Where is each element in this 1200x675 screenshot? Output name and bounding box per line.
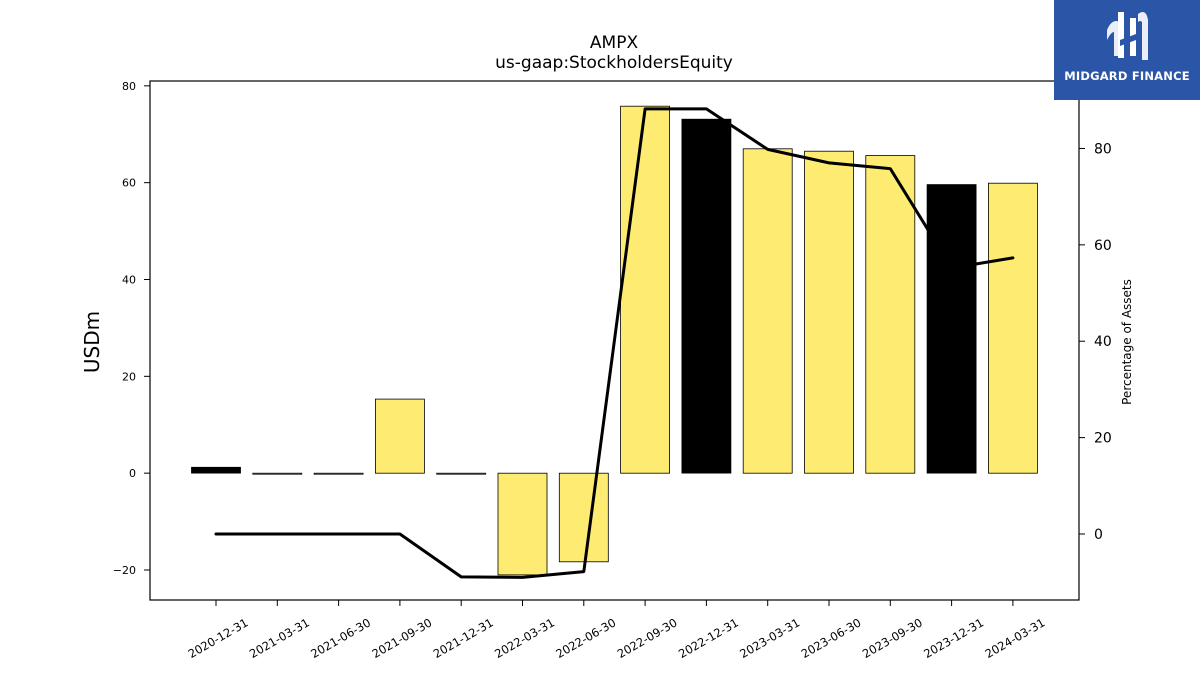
x-tick-label: 2021-12-31	[431, 615, 496, 661]
x-axis: 2020-12-312021-03-312021-06-302021-09-30…	[186, 600, 1048, 661]
bar-2023-06-30	[804, 150, 854, 474]
x-tick-label: 2020-12-31	[186, 615, 251, 661]
bar-2023-03-31	[742, 148, 793, 474]
x-tick-label: 2021-09-30	[370, 615, 435, 661]
x-tick-label: 2021-06-30	[308, 615, 373, 661]
right-tick-label: 40	[1094, 334, 1112, 350]
x-tick-label: 2024-03-31	[983, 615, 1048, 661]
plot-frame	[149, 80, 1080, 601]
left-tick-label: 60	[122, 177, 136, 190]
bar-2021-09-30	[374, 398, 425, 474]
bar-2021-12-31	[436, 472, 487, 475]
left-tick-label: 0	[129, 467, 136, 480]
x-tick-label: 2022-09-30	[615, 615, 680, 661]
bar-2022-03-31	[497, 472, 548, 576]
percentage-of-assets-line	[214, 107, 1015, 579]
left-tick-label: 20	[122, 370, 136, 383]
left-tick-label: 40	[122, 273, 136, 286]
bar-2022-09-30	[620, 105, 670, 474]
bar-2023-12-31	[926, 184, 977, 474]
bar-2021-06-30	[313, 472, 364, 475]
x-tick-label: 2021-03-31	[247, 615, 312, 661]
right-tick-label: 60	[1094, 238, 1112, 254]
x-tick-label: 2023-12-31	[921, 615, 986, 661]
y-axis-label: USDm	[80, 311, 104, 373]
bar-2020-12-31	[191, 466, 241, 474]
percentage-line-layer	[214, 107, 1015, 579]
bar-2022-06-30	[558, 472, 609, 563]
right-tick-label: 0	[1094, 527, 1103, 543]
chart-subtitle: us-gaap:StockholdersEquity	[495, 53, 733, 73]
right-axis: 0 20 40 60 80	[1079, 141, 1112, 543]
x-tick-label: 2023-03-31	[737, 615, 802, 661]
chart-title: AMPX	[590, 33, 639, 53]
right-tick-label: 80	[1094, 141, 1112, 157]
bar-2023-09-30	[865, 155, 916, 474]
x-tick-label: 2022-12-31	[676, 615, 741, 661]
left-tick-label: −20	[113, 564, 136, 577]
x-tick-label: 2023-06-30	[799, 615, 864, 661]
bar-2024-03-31	[988, 182, 1038, 474]
brand-logo: MIDGARD FINANCE	[1054, 0, 1200, 100]
x-tick-label: 2022-06-30	[553, 615, 618, 661]
left-axis: −20 0 20 40 60 80	[113, 80, 150, 577]
brand-mark-icon	[1107, 12, 1148, 60]
x-tick-label: 2022-03-31	[492, 615, 557, 661]
right-tick-label: 20	[1094, 431, 1112, 447]
left-tick-label: 80	[122, 80, 136, 93]
bar-2022-12-31	[681, 118, 732, 474]
y2-axis-label: Percentage of Assets	[1120, 279, 1134, 405]
brand-name: MIDGARD FINANCE	[1064, 69, 1190, 83]
x-tick-label: 2023-09-30	[860, 615, 925, 661]
bar-2021-03-31	[252, 472, 303, 475]
